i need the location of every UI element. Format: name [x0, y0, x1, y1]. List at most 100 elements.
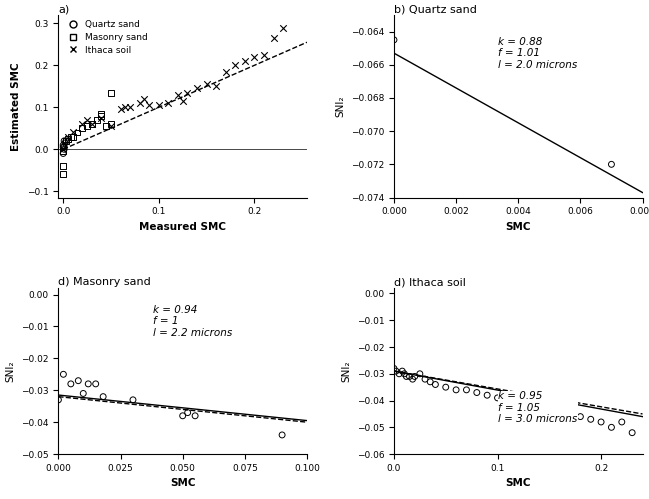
- Point: [585, 415, 596, 423]
- Point: [182, 409, 193, 417]
- Point: [90, 380, 101, 388]
- Point: [125, 103, 135, 111]
- Point: [106, 120, 116, 128]
- Point: [482, 391, 493, 399]
- Point: [77, 124, 88, 132]
- Point: [63, 133, 73, 141]
- Point: [278, 23, 288, 31]
- Point: [554, 405, 565, 413]
- Point: [420, 375, 430, 383]
- Point: [66, 133, 76, 141]
- Point: [98, 393, 108, 401]
- Point: [596, 418, 606, 426]
- Point: [77, 120, 88, 128]
- Point: [451, 386, 461, 394]
- Point: [617, 418, 627, 426]
- Point: [472, 389, 482, 397]
- Point: [268, 34, 278, 42]
- Point: [430, 381, 441, 389]
- Point: [389, 364, 399, 372]
- Point: [61, 137, 71, 145]
- Point: [66, 380, 76, 388]
- Point: [503, 391, 513, 399]
- Point: [59, 137, 69, 145]
- Point: [627, 429, 637, 437]
- Point: [58, 150, 68, 158]
- X-axis label: Measured SMC: Measured SMC: [139, 222, 227, 232]
- Text: b) Quartz sand: b) Quartz sand: [394, 4, 477, 14]
- Point: [404, 372, 415, 380]
- Point: [606, 423, 617, 431]
- Point: [58, 370, 69, 378]
- Legend: Quartz sand, Masonry sand, Ithaca soil: Quartz sand, Masonry sand, Ithaca soil: [63, 19, 148, 55]
- Point: [201, 80, 212, 88]
- Point: [96, 114, 106, 122]
- Point: [58, 147, 68, 155]
- Point: [58, 162, 68, 170]
- Y-axis label: SNI₂: SNI₂: [341, 360, 351, 382]
- Point: [575, 413, 585, 421]
- Point: [493, 394, 503, 402]
- Point: [544, 402, 554, 410]
- Point: [96, 110, 106, 118]
- Point: [60, 139, 70, 147]
- Point: [533, 399, 544, 407]
- Point: [78, 389, 88, 397]
- Point: [116, 105, 126, 113]
- Point: [441, 383, 451, 391]
- Point: [63, 135, 73, 143]
- Point: [425, 378, 435, 386]
- Point: [401, 372, 411, 380]
- Point: [173, 91, 183, 99]
- Point: [134, 99, 145, 107]
- Point: [259, 51, 269, 59]
- Point: [154, 101, 164, 109]
- Point: [249, 53, 260, 61]
- Point: [83, 380, 93, 388]
- Point: [277, 431, 288, 439]
- Point: [389, 36, 399, 44]
- Point: [87, 120, 97, 128]
- Point: [397, 367, 408, 375]
- Point: [140, 95, 150, 103]
- Point: [106, 122, 116, 130]
- Point: [513, 394, 524, 402]
- X-axis label: SMC: SMC: [506, 479, 531, 489]
- Text: d) Masonry sand: d) Masonry sand: [58, 277, 151, 287]
- Text: k = 0.88
f = 1.01
l = 2.0 microns: k = 0.88 f = 1.01 l = 2.0 microns: [498, 37, 578, 70]
- Point: [101, 122, 112, 130]
- Point: [211, 82, 221, 90]
- Point: [163, 99, 173, 107]
- Point: [190, 412, 201, 420]
- Point: [67, 128, 78, 136]
- Point: [92, 116, 102, 124]
- X-axis label: SMC: SMC: [506, 222, 531, 232]
- Point: [182, 89, 193, 97]
- Point: [73, 377, 84, 385]
- Point: [61, 137, 71, 145]
- Point: [72, 128, 82, 136]
- Point: [58, 141, 68, 149]
- Point: [82, 116, 92, 124]
- Point: [394, 370, 404, 378]
- Point: [67, 133, 78, 141]
- Point: [58, 145, 68, 153]
- Y-axis label: SNI₂: SNI₂: [336, 95, 345, 117]
- Point: [106, 89, 116, 97]
- Y-axis label: SNI₂: SNI₂: [5, 360, 16, 382]
- Point: [192, 84, 202, 92]
- Point: [565, 407, 575, 415]
- Point: [82, 122, 92, 130]
- Point: [120, 103, 130, 111]
- Point: [606, 160, 617, 168]
- Point: [53, 396, 64, 404]
- Point: [59, 143, 69, 151]
- Text: a): a): [58, 4, 69, 14]
- Text: k = 0.95
f = 1.05
l = 3.0 microns: k = 0.95 f = 1.05 l = 3.0 microns: [498, 391, 578, 424]
- Point: [128, 396, 138, 404]
- X-axis label: SMC: SMC: [170, 479, 195, 489]
- Point: [144, 101, 154, 109]
- Point: [230, 61, 241, 69]
- Point: [408, 375, 418, 383]
- Point: [58, 171, 68, 179]
